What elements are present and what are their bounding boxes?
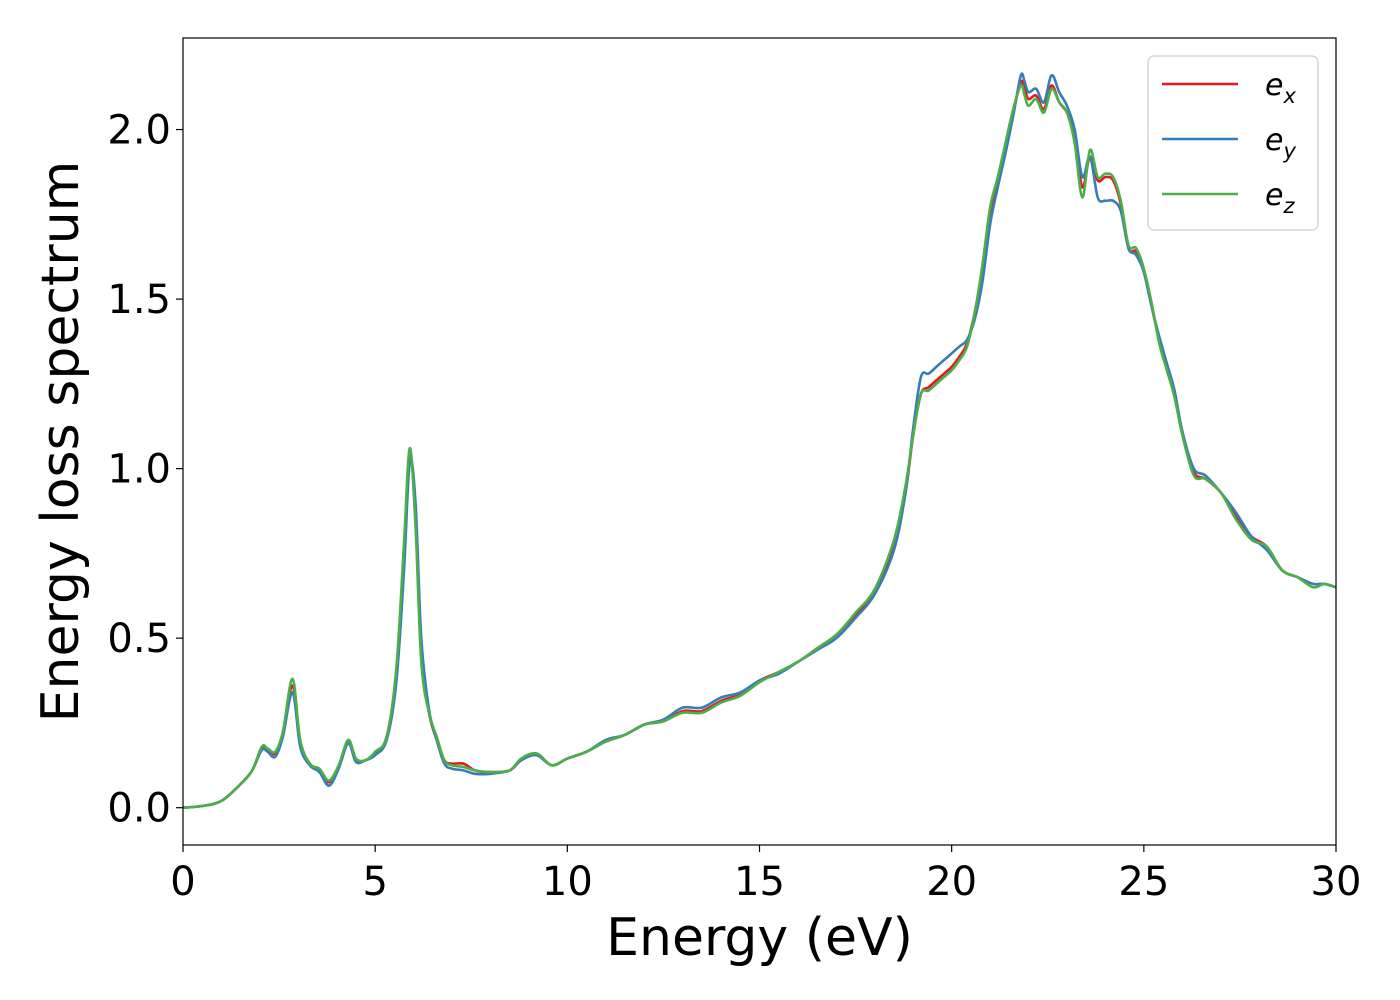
legend-label-base: e <box>1265 123 1283 158</box>
x-tick-label: 30 <box>1311 859 1362 905</box>
series-line-ez <box>183 83 1336 809</box>
x-tick-label: 15 <box>734 859 785 905</box>
legend-label-ex: ex <box>1265 68 1296 108</box>
legend-box <box>1147 55 1319 231</box>
y-tick-label: 0.0 <box>107 786 171 832</box>
x-tick-label: 0 <box>170 859 195 905</box>
legend-label-base: e <box>1265 178 1283 213</box>
y-tick-label: 2.0 <box>107 108 171 154</box>
y-tick-label: 0.5 <box>107 616 171 662</box>
x-tick-label: 25 <box>1118 859 1169 905</box>
x-tick-label: 10 <box>542 859 593 905</box>
x-tick-label: 5 <box>362 859 387 905</box>
x-tick-label: 20 <box>926 859 977 905</box>
y-axis-title: Energy loss spectrum <box>31 161 91 723</box>
x-axis-ticks: 0 5 10 15 20 25 30 <box>170 845 1361 905</box>
legend-label-subscript: z <box>1282 194 1295 218</box>
series-layer <box>183 72 1336 809</box>
y-tick-label: 1.5 <box>107 277 171 323</box>
legend-label-base: e <box>1265 68 1283 103</box>
legend-label-subscript: y <box>1282 139 1296 163</box>
legend-label-subscript: x <box>1282 84 1296 108</box>
y-tick-label: 1.0 <box>107 447 171 493</box>
x-axis-title: Energy (eV) <box>606 908 913 968</box>
legend-label-ez: ez <box>1265 178 1295 218</box>
legend-label-ey: ey <box>1265 123 1296 163</box>
y-axis-ticks: 0.0 0.5 1.0 1.5 2.0 <box>107 108 183 832</box>
